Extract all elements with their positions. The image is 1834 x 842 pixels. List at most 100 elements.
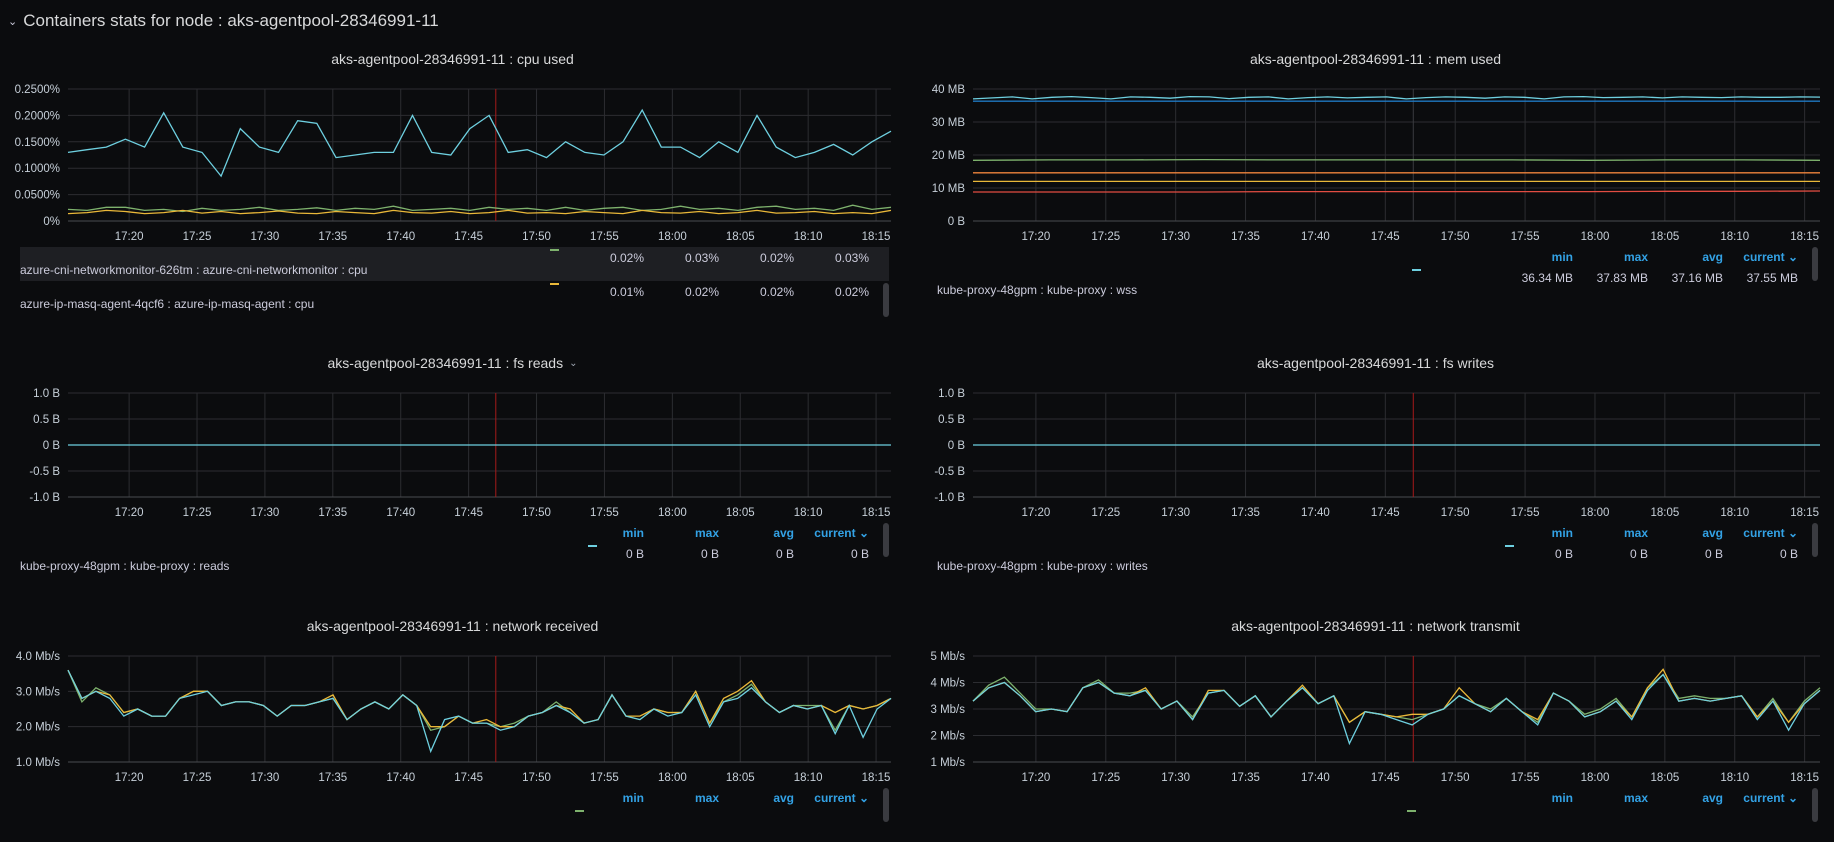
chart[interactable]: -1.0 B -0.5 B 0 B 0.5 B 1.0 B 17:20 17:25 17:30… <box>917 381 1834 523</box>
legend-sort-max[interactable]: max <box>1623 791 1648 805</box>
series-color-swatch[interactable] <box>1407 810 1416 812</box>
legend-series-name[interactable]: kube-proxy-48gpm : kube-proxy : reads <box>20 559 230 573</box>
legend-scrollbar[interactable] <box>1812 247 1818 281</box>
x-tick-label: 17:35 <box>318 507 347 519</box>
legend-sort-current[interactable]: current ⌄ <box>814 526 869 540</box>
legend-header: min max avg current ⌄ <box>937 523 1818 543</box>
chart[interactable]: 0 B 10 MB 20 MB 30 MB 40 MB 17:20 17:25 17:30 17… <box>917 77 1834 247</box>
legend-row[interactable]: kube-proxy-48gpm : kube-proxy : wss 36.34… <box>937 267 1818 301</box>
legend-sort-min[interactable]: min <box>1551 526 1573 540</box>
panel-title[interactable]: aks-agentpool-28346991-11 : network rece… <box>0 608 905 644</box>
series-line-yellow[interactable] <box>67 669 892 728</box>
legend-value-current: 0 B <box>1779 547 1798 561</box>
legend-scrollbar[interactable] <box>883 788 889 822</box>
series-color-swatch[interactable] <box>588 545 597 547</box>
row-header[interactable]: ⌄ Containers stats for node : aks-agentp… <box>8 8 439 34</box>
legend-scrollbar[interactable] <box>883 523 889 557</box>
legend-sort-current[interactable]: current ⌄ <box>814 791 869 805</box>
legend-scrollbar[interactable] <box>883 283 889 317</box>
panel-title[interactable]: aks-agentpool-28346991-11 : mem used <box>917 41 1834 77</box>
panel-title-text: aks-agentpool-28346991-11 : cpu used <box>331 51 574 67</box>
series-color-swatch[interactable] <box>1412 269 1421 271</box>
legend-sort-min[interactable]: min <box>622 791 644 805</box>
legend-sort-max[interactable]: max <box>1623 526 1648 540</box>
series-color-swatch[interactable] <box>575 810 584 812</box>
y-tick-label: 0 B <box>948 440 966 452</box>
legend-sort-avg[interactable]: avg <box>773 526 794 540</box>
y-tick-label: 0% <box>43 216 60 228</box>
y-tick-label: 4.0 Mb/s <box>16 651 60 663</box>
legend-sort-current[interactable]: current ⌄ <box>1743 250 1798 264</box>
legend-scrollbar[interactable] <box>1812 523 1818 557</box>
x-tick-label: 17:35 <box>318 772 347 784</box>
series-color-swatch[interactable] <box>550 283 559 285</box>
legend-row[interactable]: azure-ip-masq-agent-4qcf6 : azure-ip-mas… <box>20 281 889 315</box>
chart[interactable]: -1.0 B -0.5 B 0 B 0.5 B 1.0 B 17:20 17:25 17:30… <box>0 381 905 523</box>
y-tick-label: 40 MB <box>932 84 966 96</box>
legend-sort-min[interactable]: min <box>622 526 644 540</box>
x-tick-label: 17:45 <box>454 772 483 784</box>
x-tick-label: 18:10 <box>794 507 823 519</box>
chart[interactable]: 0% 0.0500% 0.1000% 0.1500% 0.2000% 0.2500% 17:… <box>0 77 905 247</box>
panel-network-transmit: aks-agentpool-28346991-11 : network tran… <box>917 608 1834 827</box>
legend-sort-max[interactable]: max <box>694 791 719 805</box>
legend-series-name[interactable]: azure-cni-networkmonitor-626tm : azure-c… <box>20 263 368 277</box>
panel-title[interactable]: aks-agentpool-28346991-11 : cpu used <box>0 41 905 77</box>
legend-sort-min[interactable]: min <box>1551 250 1573 264</box>
series-color-swatch[interactable] <box>550 249 559 251</box>
x-tick-label: 17:35 <box>1231 772 1260 784</box>
panel-title[interactable]: aks-agentpool-28346991-11 : fs writes <box>917 345 1834 381</box>
x-tick-label: 17:20 <box>115 772 144 784</box>
legend-sort-max[interactable]: max <box>1623 250 1648 264</box>
legend-sort-avg[interactable]: avg <box>1702 791 1723 805</box>
series-line-yellow[interactable] <box>67 209 892 215</box>
x-tick-label: 18:15 <box>1790 507 1819 519</box>
series-color-swatch[interactable] <box>1505 545 1514 547</box>
legend-sort-current[interactable]: current ⌄ <box>1743 791 1798 805</box>
y-tick-label: 10 MB <box>932 183 966 195</box>
legend-row[interactable] <box>937 808 1818 842</box>
legend-sort-min[interactable]: min <box>1551 791 1573 805</box>
legend-sort-avg[interactable]: avg <box>1702 250 1723 264</box>
y-tick-label: -0.5 B <box>29 466 60 478</box>
series-line-cyan[interactable] <box>67 108 892 178</box>
legend-series-name[interactable]: kube-proxy-48gpm : kube-proxy : wss <box>937 283 1138 297</box>
panel-cpu: aks-agentpool-28346991-11 : cpu used 0% 0.… <box>0 41 905 339</box>
legend-sort-avg[interactable]: avg <box>1702 526 1723 540</box>
y-tick-label: 0.2000% <box>15 110 60 122</box>
y-tick-label: -1.0 B <box>934 492 965 504</box>
panel-title[interactable]: aks-agentpool-28346991-11 : network tran… <box>917 608 1834 644</box>
series-line-cyan[interactable] <box>67 669 892 754</box>
legend-row[interactable]: kube-proxy-48gpm : kube-proxy : reads 0 B… <box>20 543 889 577</box>
legend-row[interactable]: kube-proxy-48gpm : kube-proxy : writes 0 … <box>937 543 1818 577</box>
panel-title-text: aks-agentpool-28346991-11 : fs writes <box>1256 355 1495 371</box>
x-tick-label: 17:50 <box>1441 507 1470 519</box>
legend: min max avg current ⌄ kube-proxy-48gpm : kub… <box>20 523 889 577</box>
chevron-down-icon[interactable]: ⌄ <box>569 357 578 369</box>
chart[interactable]: 1.0 Mb/s 2.0 Mb/s 3.0 Mb/s 4.0 Mb/s 17:20 17:… <box>0 644 905 788</box>
series-line-green[interactable] <box>972 158 1821 161</box>
panel-title[interactable]: aks-agentpool-28346991-11 : fs reads ⌄ <box>0 345 905 381</box>
legend-row[interactable]: azure-cni-networkmonitor-626tm : azure-c… <box>20 247 889 281</box>
x-tick-label: 17:45 <box>454 507 483 519</box>
legend-sort-current[interactable]: current ⌄ <box>1743 526 1798 540</box>
row-title: Containers stats for node : aks-agentpoo… <box>23 11 439 30</box>
x-tick-label: 17:25 <box>1091 507 1120 519</box>
series-line-cyan[interactable] <box>972 673 1821 746</box>
series-line-green[interactable] <box>67 204 892 213</box>
series-line-red[interactable] <box>973 190 1821 193</box>
legend-sort-max[interactable]: max <box>694 526 719 540</box>
x-tick-label: 18:10 <box>794 772 823 784</box>
legend-sort-avg[interactable]: avg <box>773 791 794 805</box>
legend-scrollbar[interactable] <box>1812 788 1818 822</box>
legend-series-name[interactable]: azure-ip-masq-agent-4qcf6 : azure-ip-mas… <box>20 297 315 311</box>
legend-value-max: 0 B <box>1629 547 1648 561</box>
legend-row[interactable] <box>20 808 889 842</box>
x-tick-label: 17:40 <box>386 772 415 784</box>
panel-title-text: aks-agentpool-28346991-11 : network tran… <box>1231 618 1520 634</box>
legend-value-avg: 0 B <box>775 547 794 561</box>
legend: min max avg current ⌄ <box>937 788 1818 842</box>
series-line-cyan[interactable] <box>972 95 1821 100</box>
chart[interactable]: 1 Mb/s 2 Mb/s 3 Mb/s 4 Mb/s 5 Mb/s 17:20 17:25… <box>917 644 1834 788</box>
legend-series-name[interactable]: kube-proxy-48gpm : kube-proxy : writes <box>937 559 1148 573</box>
